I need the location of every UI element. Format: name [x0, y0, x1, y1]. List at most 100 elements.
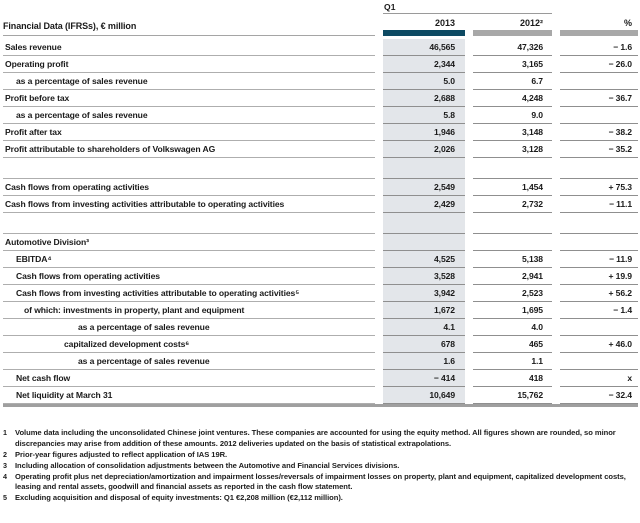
value-2012: 5,138	[473, 251, 552, 268]
footnote-marker: 4	[3, 471, 7, 481]
column-header-percent: %	[623, 18, 632, 28]
value-percent: x	[560, 370, 638, 387]
value-2012: 9.0	[473, 107, 552, 124]
table-row: Profit before tax 2,688 4,248 − 36.7	[3, 90, 638, 107]
row-label: Net cash flow	[3, 370, 375, 387]
table-row: Operating profit 2,344 3,165 − 26.0	[3, 56, 638, 73]
spacer-row	[3, 158, 638, 179]
row-label: capitalized development costs⁶	[3, 336, 375, 353]
value-2013: 4,525	[383, 251, 465, 268]
value-percent: − 1.4	[560, 302, 638, 319]
footnote-marker: 5	[3, 493, 7, 502]
footnote-text: Prior-year figures adjusted to reflect a…	[15, 449, 228, 459]
spacer-row	[3, 213, 638, 234]
value-2012: 4.0	[473, 319, 552, 336]
value-percent	[560, 353, 638, 370]
table-row: Net liquidity at March 31 10,649 15,762 − 3…	[3, 387, 638, 404]
footnote: 4 Operating profit plus net depreciation/…	[3, 472, 637, 493]
row-label: as a percentage of sales revenue	[3, 73, 375, 90]
footnote-marker: 2	[3, 449, 7, 459]
value-percent: − 36.7	[560, 90, 638, 107]
row-label: Cash flows from operating activities	[3, 268, 375, 285]
value-2013: 46,565	[383, 39, 465, 56]
table-body: Sales revenue 46,565 47,326− 1.6 Operating …	[3, 39, 638, 404]
footnote-text: Operating profit plus net depreciation/a…	[15, 471, 626, 492]
value-2012: 2,523	[473, 285, 552, 302]
value-2012	[473, 234, 552, 251]
value-2012: 465	[473, 336, 552, 353]
row-label: Profit after tax	[3, 124, 375, 141]
table-row: Cash flows from operating activities 2,54…	[3, 179, 638, 196]
table-row: of which: investments in property, plant…	[3, 302, 638, 319]
period-label: Q1	[383, 0, 552, 14]
value-2013: 2,344	[383, 56, 465, 73]
value-2012: 6.7	[473, 73, 552, 90]
value-2013: 678	[383, 336, 465, 353]
spacer-cell	[3, 158, 375, 179]
spacer-cell	[473, 158, 552, 179]
value-2013: 3,942	[383, 285, 465, 302]
table-title: Financial Data (IFRSs), € million	[3, 14, 375, 36]
row-label: Profit attributable to shareholders of V…	[3, 141, 375, 158]
value-2013: 4.1	[383, 319, 465, 336]
spacer-cell	[383, 158, 465, 179]
value-2012: 3,165	[473, 56, 552, 73]
row-label: Profit before tax	[3, 90, 375, 107]
table-row: Profit after tax 1,946 3,148 − 38.2	[3, 124, 638, 141]
row-label: Cash flows from investing activities att…	[3, 196, 375, 213]
value-2013: 5.0	[383, 73, 465, 90]
table-row: as a percentage of sales revenue 5.0 6.7	[3, 73, 638, 90]
footnote: 1 Volume data including the unconsolidate…	[3, 428, 637, 449]
column-header-2013: 2013	[434, 18, 455, 28]
value-2013: 3,528	[383, 268, 465, 285]
value-percent	[560, 73, 638, 90]
value-2013: 1.6	[383, 353, 465, 370]
row-label: Net liquidity at March 31	[3, 387, 375, 404]
row-label: as a percentage of sales revenue	[3, 107, 375, 124]
spacer-cell	[560, 213, 638, 234]
value-2013: 2,688	[383, 90, 465, 107]
table-row: capitalized development costs⁶ 678 465 + 46…	[3, 336, 638, 353]
table-row: EBITDA⁴ 4,525 5,138 − 11.9	[3, 251, 638, 268]
spacer-cell	[3, 213, 375, 234]
value-percent: + 75.3	[560, 179, 638, 196]
value-2013: 1,672	[383, 302, 465, 319]
table-bottom-rule	[3, 404, 638, 407]
row-label: as a percentage of sales revenue	[3, 353, 375, 370]
value-percent: − 32.4	[560, 387, 638, 404]
value-2013: 1,946	[383, 124, 465, 141]
value-2012: 3,128	[473, 141, 552, 158]
row-label: as a percentage of sales revenue	[3, 319, 375, 336]
spacer-cell	[383, 213, 465, 234]
row-label: Operating profit	[3, 56, 375, 73]
value-2013: 2,026	[383, 141, 465, 158]
footnote-marker: 3	[3, 460, 7, 470]
table-row: Cash flows from investing activities att…	[3, 285, 638, 302]
value-2013: 2,549	[383, 179, 465, 196]
value-2012: 418	[473, 370, 552, 387]
footnote-marker: 1	[3, 428, 7, 437]
table-row: Sales revenue 46,565 47,326 − 1.6	[3, 39, 638, 56]
table-row: Net cash flow − 414 418 x	[3, 370, 638, 387]
financial-data-page: Q1 Financial Data (IFRSs), € million 201…	[3, 0, 638, 504]
footnotes: 1 Volume data including the unconsolidate…	[3, 428, 637, 504]
footnote-text: Volume data including the unconsolidated…	[15, 428, 616, 448]
value-2012: 1,454	[473, 179, 552, 196]
value-2012: 15,762	[473, 387, 552, 404]
value-percent: − 35.2	[560, 141, 638, 158]
spacer-cell	[560, 158, 638, 179]
value-2012: 1.1	[473, 353, 552, 370]
footnote: 3 Including allocation of consolidation a…	[3, 461, 637, 472]
section-header-row: Automotive Division³	[3, 234, 638, 251]
value-percent: + 46.0	[560, 336, 638, 353]
value-percent	[560, 107, 638, 124]
gray-bar-2012	[473, 30, 552, 36]
value-percent: − 11.1	[560, 196, 638, 213]
column-header-2012: 2012²	[519, 18, 543, 28]
table-row: as a percentage of sales revenue 5.8 9.0	[3, 107, 638, 124]
spacer-cell	[473, 213, 552, 234]
value-percent	[560, 319, 638, 336]
value-2012: 2,732	[473, 196, 552, 213]
value-2013: − 414	[383, 370, 465, 387]
row-label: Cash flows from investing activities att…	[3, 285, 375, 302]
